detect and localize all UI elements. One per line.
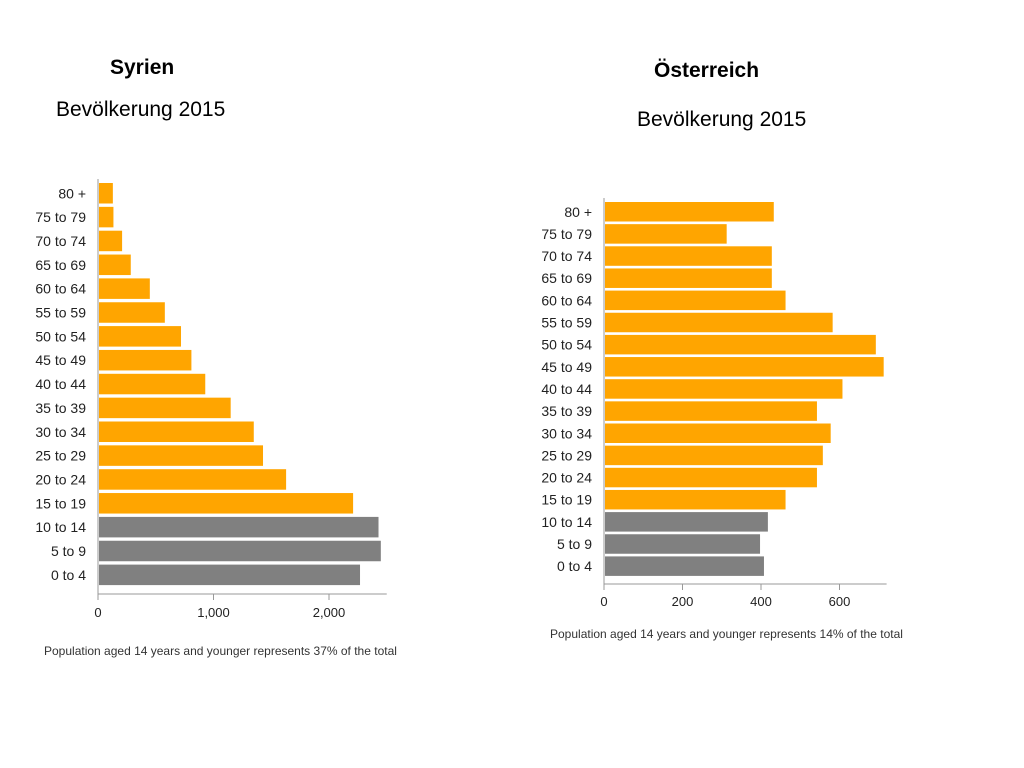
- austria-bar: [605, 268, 772, 288]
- syria-category-label: 35 to 39: [35, 400, 86, 416]
- syria-bar: [99, 230, 123, 252]
- austria-bar: [605, 534, 761, 554]
- syria-category-label: 0 to 4: [51, 567, 86, 583]
- austria-category-label: 65 to 69: [541, 270, 592, 286]
- syria-category-label: 55 to 59: [35, 305, 86, 321]
- syria-category-label: 45 to 49: [35, 352, 86, 368]
- austria-category-label: 10 to 14: [541, 514, 592, 530]
- austria-bar: [605, 224, 727, 244]
- syria-x-tick-label: 0: [94, 605, 101, 620]
- syria-category-label: 50 to 54: [35, 328, 86, 344]
- austria-bar: [605, 290, 786, 311]
- austria-category-label: 5 to 9: [557, 536, 592, 552]
- austria-category-label: 75 to 79: [541, 226, 592, 242]
- austria-bar: [605, 357, 884, 377]
- syria-bar: [99, 254, 131, 276]
- austria-bar: [605, 312, 833, 333]
- syria-category-label: 20 to 24: [35, 471, 86, 487]
- austria-subtitle: Bevölkerung 2015: [637, 108, 807, 131]
- syria-bar: [99, 540, 381, 562]
- austria-bar: [605, 556, 764, 576]
- austria-category-label: 80 +: [564, 204, 592, 220]
- austria-bar: [605, 202, 774, 222]
- syria-x-tick-label: 1,000: [197, 605, 230, 620]
- syria-bar: [99, 493, 354, 514]
- austria-bar: [605, 423, 831, 443]
- austria-category-label: 45 to 49: [541, 359, 592, 375]
- syria-bar: [99, 397, 231, 419]
- austria-bar: [605, 334, 876, 355]
- austria-category-label: 20 to 24: [541, 470, 592, 486]
- syria-subtitle: Bevölkerung 2015: [56, 98, 226, 121]
- syria-category-label: 25 to 29: [35, 448, 86, 464]
- austria-title: Österreich: [654, 59, 760, 82]
- syria-bar: [99, 469, 287, 490]
- syria-bar: [99, 516, 379, 538]
- syria-bar: [99, 206, 114, 228]
- austria-footnote: Population aged 14 years and younger rep…: [550, 627, 903, 641]
- syria-bar: [99, 302, 165, 323]
- syria-category-label: 5 to 9: [51, 543, 86, 559]
- austria-bar: [605, 467, 817, 488]
- austria-category-label: 35 to 39: [541, 403, 592, 419]
- austria-bar: [605, 489, 786, 510]
- austria-category-label: 15 to 19: [541, 492, 592, 508]
- syria-footnote: Population aged 14 years and younger rep…: [44, 644, 397, 658]
- austria-category-label: 50 to 54: [541, 337, 592, 353]
- syria-title: Syrien: [110, 56, 175, 79]
- syria-x-tick-label: 2,000: [313, 605, 346, 620]
- syria-category-label: 60 to 64: [35, 281, 86, 297]
- austria-bar: [605, 512, 768, 532]
- syria-bar: [99, 445, 264, 466]
- austria-bar: [605, 401, 817, 421]
- austria-bar: [605, 445, 823, 466]
- austria-category-label: 70 to 74: [541, 248, 592, 264]
- austria-category-label: 60 to 64: [541, 292, 592, 308]
- syria-category-label: 70 to 74: [35, 233, 86, 249]
- austria-category-label: 55 to 59: [541, 315, 592, 331]
- syria-category-label: 15 to 19: [35, 495, 86, 511]
- syria-bar: [99, 564, 361, 586]
- syria-bar: [99, 373, 206, 395]
- austria-category-label: 0 to 4: [557, 558, 592, 574]
- austria-bar: [605, 379, 843, 399]
- austria-x-tick-label: 600: [829, 594, 851, 609]
- syria-category-label: 65 to 69: [35, 257, 86, 273]
- syria-bar: [99, 349, 192, 371]
- syria-bar: [99, 278, 150, 299]
- austria-x-tick-label: 400: [750, 594, 772, 609]
- syria-category-label: 80 +: [58, 185, 86, 201]
- austria-x-tick-label: 200: [672, 594, 694, 609]
- syria-category-label: 40 to 44: [35, 376, 86, 392]
- austria-category-label: 30 to 34: [541, 425, 592, 441]
- syria-bar: [99, 183, 113, 204]
- austria-x-tick-label: 0: [600, 594, 607, 609]
- syria-bar: [99, 326, 182, 347]
- syria-bar: [99, 421, 254, 442]
- syria-category-label: 10 to 14: [35, 519, 86, 535]
- austria-bar: [605, 246, 772, 266]
- austria-category-label: 40 to 44: [541, 381, 592, 397]
- syria-category-label: 75 to 79: [35, 209, 86, 225]
- syria-category-label: 30 to 34: [35, 424, 86, 440]
- austria-category-label: 25 to 29: [541, 447, 592, 463]
